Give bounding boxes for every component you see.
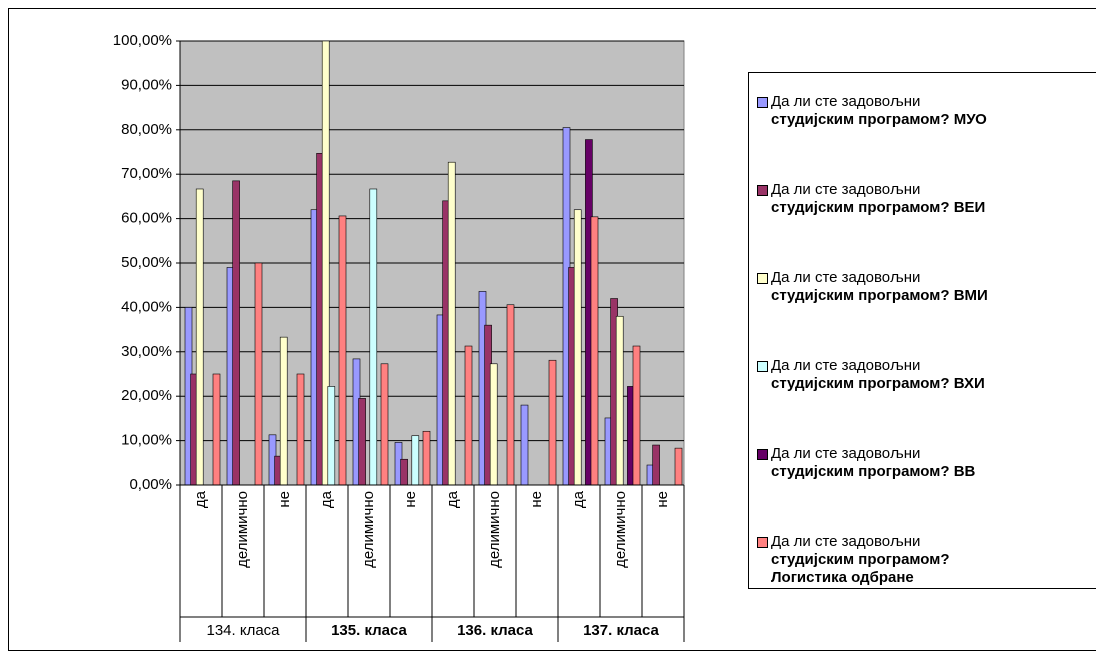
y-tick-label: 70,00%	[121, 165, 172, 182]
group-label: 135. класа	[331, 622, 407, 639]
bar	[590, 216, 599, 486]
y-tick-label: 20,00%	[121, 387, 172, 404]
legend-swatch	[757, 185, 768, 196]
bar	[338, 215, 347, 486]
bar	[548, 359, 557, 486]
y-tick-label: 80,00%	[121, 121, 172, 138]
y-tick-label: 50,00%	[121, 254, 172, 271]
legend-swatch	[757, 97, 768, 108]
y-tick-label: 0,00%	[129, 476, 172, 493]
bar	[422, 430, 431, 486]
x-tick-label: да	[444, 490, 461, 508]
legend-label: Да ли сте задовољни студијским програмом…	[771, 269, 988, 304]
x-tick-label: не	[402, 491, 419, 508]
bar	[195, 188, 204, 486]
y-tick-label: 60,00%	[121, 210, 172, 227]
y-tick-label: 10,00%	[121, 432, 172, 449]
bar	[212, 373, 221, 486]
x-tick-label: делимично	[234, 491, 251, 568]
bar	[447, 161, 456, 486]
x-tick-label: да	[192, 490, 209, 508]
bar	[400, 458, 408, 486]
legend-swatch	[757, 537, 768, 548]
legend-label: Да ли сте задовољни студијским програмом…	[771, 533, 950, 586]
bar	[632, 345, 641, 486]
legend-label: Да ли сте задовољни студијским програмом…	[771, 93, 987, 128]
bar	[327, 386, 336, 486]
group-label: 134. класа	[206, 622, 280, 639]
legend-label: Да ли сте задовољни студијским програмом…	[771, 181, 986, 216]
bar	[254, 262, 263, 486]
bar	[506, 304, 515, 486]
chart-frame	[8, 8, 1096, 651]
bar	[520, 404, 529, 486]
x-tick-label: не	[654, 491, 671, 508]
x-tick-label: да	[570, 490, 587, 508]
bar	[615, 315, 624, 486]
legend-swatch	[757, 273, 768, 284]
bar	[279, 336, 288, 486]
bar	[411, 435, 420, 486]
group-label: 136. класа	[457, 622, 533, 639]
legend: Да ли сте задовољни студијским програмом…	[748, 72, 1096, 589]
x-tick-label: делимично	[486, 491, 503, 568]
y-tick-label: 30,00%	[121, 343, 172, 360]
x-tick-label: не	[276, 491, 293, 508]
y-tick-label: 90,00%	[121, 76, 172, 93]
legend-swatch	[757, 361, 768, 372]
x-tick-label: делимично	[612, 491, 629, 568]
legend-swatch	[757, 449, 768, 460]
group-label: 137. класа	[583, 622, 659, 639]
legend-label: Да ли сте задовољни студијским програмом…	[771, 357, 985, 392]
y-tick-label: 100,00%	[113, 32, 172, 49]
x-tick-label: не	[528, 491, 545, 508]
x-tick-label: да	[318, 490, 335, 508]
bar	[674, 447, 683, 486]
bar	[358, 398, 366, 486]
bar	[652, 444, 660, 486]
bar	[369, 188, 378, 486]
bar	[232, 180, 240, 486]
x-tick-label: делимично	[360, 491, 377, 568]
bar	[464, 345, 473, 486]
bar	[573, 209, 582, 486]
bar	[489, 363, 498, 486]
y-tick-label: 40,00%	[121, 298, 172, 315]
bar	[296, 373, 305, 486]
legend-label: Да ли сте задовољни студијским програмом…	[771, 445, 976, 480]
bar	[380, 363, 389, 486]
